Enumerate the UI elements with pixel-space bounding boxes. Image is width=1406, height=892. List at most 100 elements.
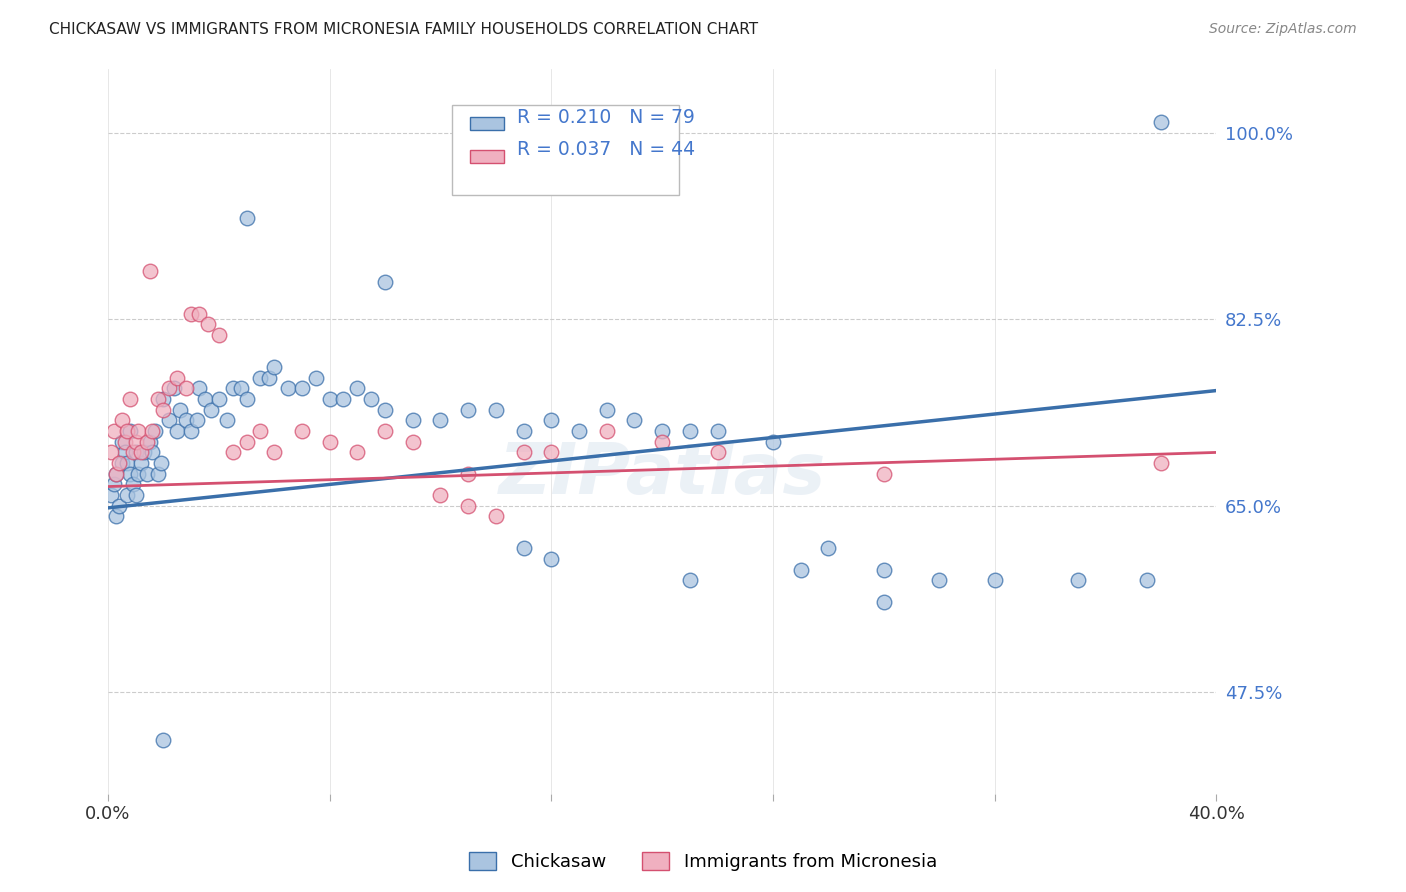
- Text: R = 0.037   N = 44: R = 0.037 N = 44: [517, 140, 695, 160]
- Point: [146, 467, 169, 481]
- Point: [291, 381, 314, 395]
- Point: [111, 456, 134, 470]
- Text: R = 0.210   N = 79: R = 0.210 N = 79: [517, 108, 695, 127]
- Point: [402, 413, 425, 427]
- Point: [174, 381, 197, 395]
- Point: [105, 467, 128, 481]
- Point: [114, 434, 136, 449]
- Point: [194, 392, 217, 406]
- Point: [221, 445, 243, 459]
- Bar: [471, 150, 503, 163]
- Point: [108, 499, 131, 513]
- Point: [346, 445, 368, 459]
- Point: [127, 467, 149, 481]
- Point: [100, 488, 122, 502]
- Point: [169, 402, 191, 417]
- Point: [143, 424, 166, 438]
- Point: [1150, 115, 1173, 129]
- Point: [114, 445, 136, 459]
- Text: Source: ZipAtlas.com: Source: ZipAtlas.com: [1209, 22, 1357, 37]
- Point: [346, 381, 368, 395]
- Point: [429, 488, 451, 502]
- Point: [263, 360, 285, 375]
- Point: [129, 456, 152, 470]
- Point: [291, 424, 314, 438]
- Point: [1150, 456, 1173, 470]
- Point: [651, 424, 673, 438]
- Point: [249, 424, 271, 438]
- Point: [512, 424, 534, 438]
- Point: [117, 424, 139, 438]
- Point: [512, 541, 534, 556]
- Point: [540, 445, 562, 459]
- Point: [146, 392, 169, 406]
- Point: [138, 264, 160, 278]
- Point: [152, 402, 174, 417]
- Point: [152, 733, 174, 747]
- Point: [120, 392, 142, 406]
- Point: [186, 413, 208, 427]
- Point: [111, 413, 134, 427]
- Point: [623, 413, 645, 427]
- Point: [197, 318, 219, 332]
- Point: [651, 434, 673, 449]
- Point: [180, 424, 202, 438]
- Point: [149, 456, 172, 470]
- Point: [120, 424, 142, 438]
- Point: [188, 381, 211, 395]
- Point: [1136, 574, 1159, 588]
- Point: [217, 413, 239, 427]
- Point: [157, 381, 180, 395]
- Point: [208, 392, 231, 406]
- Point: [208, 328, 231, 343]
- Point: [512, 445, 534, 459]
- Point: [157, 413, 180, 427]
- Point: [568, 424, 591, 438]
- Point: [141, 445, 163, 459]
- Point: [188, 307, 211, 321]
- Point: [174, 413, 197, 427]
- Point: [120, 467, 142, 481]
- Text: ZIPatlas: ZIPatlas: [499, 440, 825, 509]
- Point: [152, 392, 174, 406]
- Point: [138, 434, 160, 449]
- Point: [540, 413, 562, 427]
- Point: [318, 434, 340, 449]
- Point: [105, 509, 128, 524]
- Point: [332, 392, 354, 406]
- Point: [235, 392, 257, 406]
- Point: [100, 445, 122, 459]
- Point: [277, 381, 299, 395]
- Point: [122, 477, 145, 491]
- Point: [318, 392, 340, 406]
- Point: [132, 445, 155, 459]
- Point: [485, 402, 508, 417]
- Point: [360, 392, 382, 406]
- FancyBboxPatch shape: [451, 104, 679, 195]
- Point: [706, 445, 728, 459]
- Point: [221, 381, 243, 395]
- Point: [180, 307, 202, 321]
- Point: [103, 477, 125, 491]
- Legend: Chickasaw, Immigrants from Micronesia: Chickasaw, Immigrants from Micronesia: [463, 845, 943, 879]
- Point: [457, 499, 479, 513]
- Point: [402, 434, 425, 449]
- Point: [983, 574, 1005, 588]
- Point: [166, 371, 188, 385]
- Point: [127, 424, 149, 438]
- Point: [457, 467, 479, 481]
- Point: [235, 211, 257, 225]
- Point: [429, 413, 451, 427]
- Point: [596, 424, 619, 438]
- Point: [457, 402, 479, 417]
- Point: [129, 445, 152, 459]
- Point: [305, 371, 328, 385]
- Point: [163, 381, 186, 395]
- Point: [235, 434, 257, 449]
- Point: [200, 402, 222, 417]
- Point: [257, 371, 280, 385]
- Point: [1067, 574, 1090, 588]
- Point: [679, 424, 702, 438]
- Point: [374, 424, 396, 438]
- Point: [166, 424, 188, 438]
